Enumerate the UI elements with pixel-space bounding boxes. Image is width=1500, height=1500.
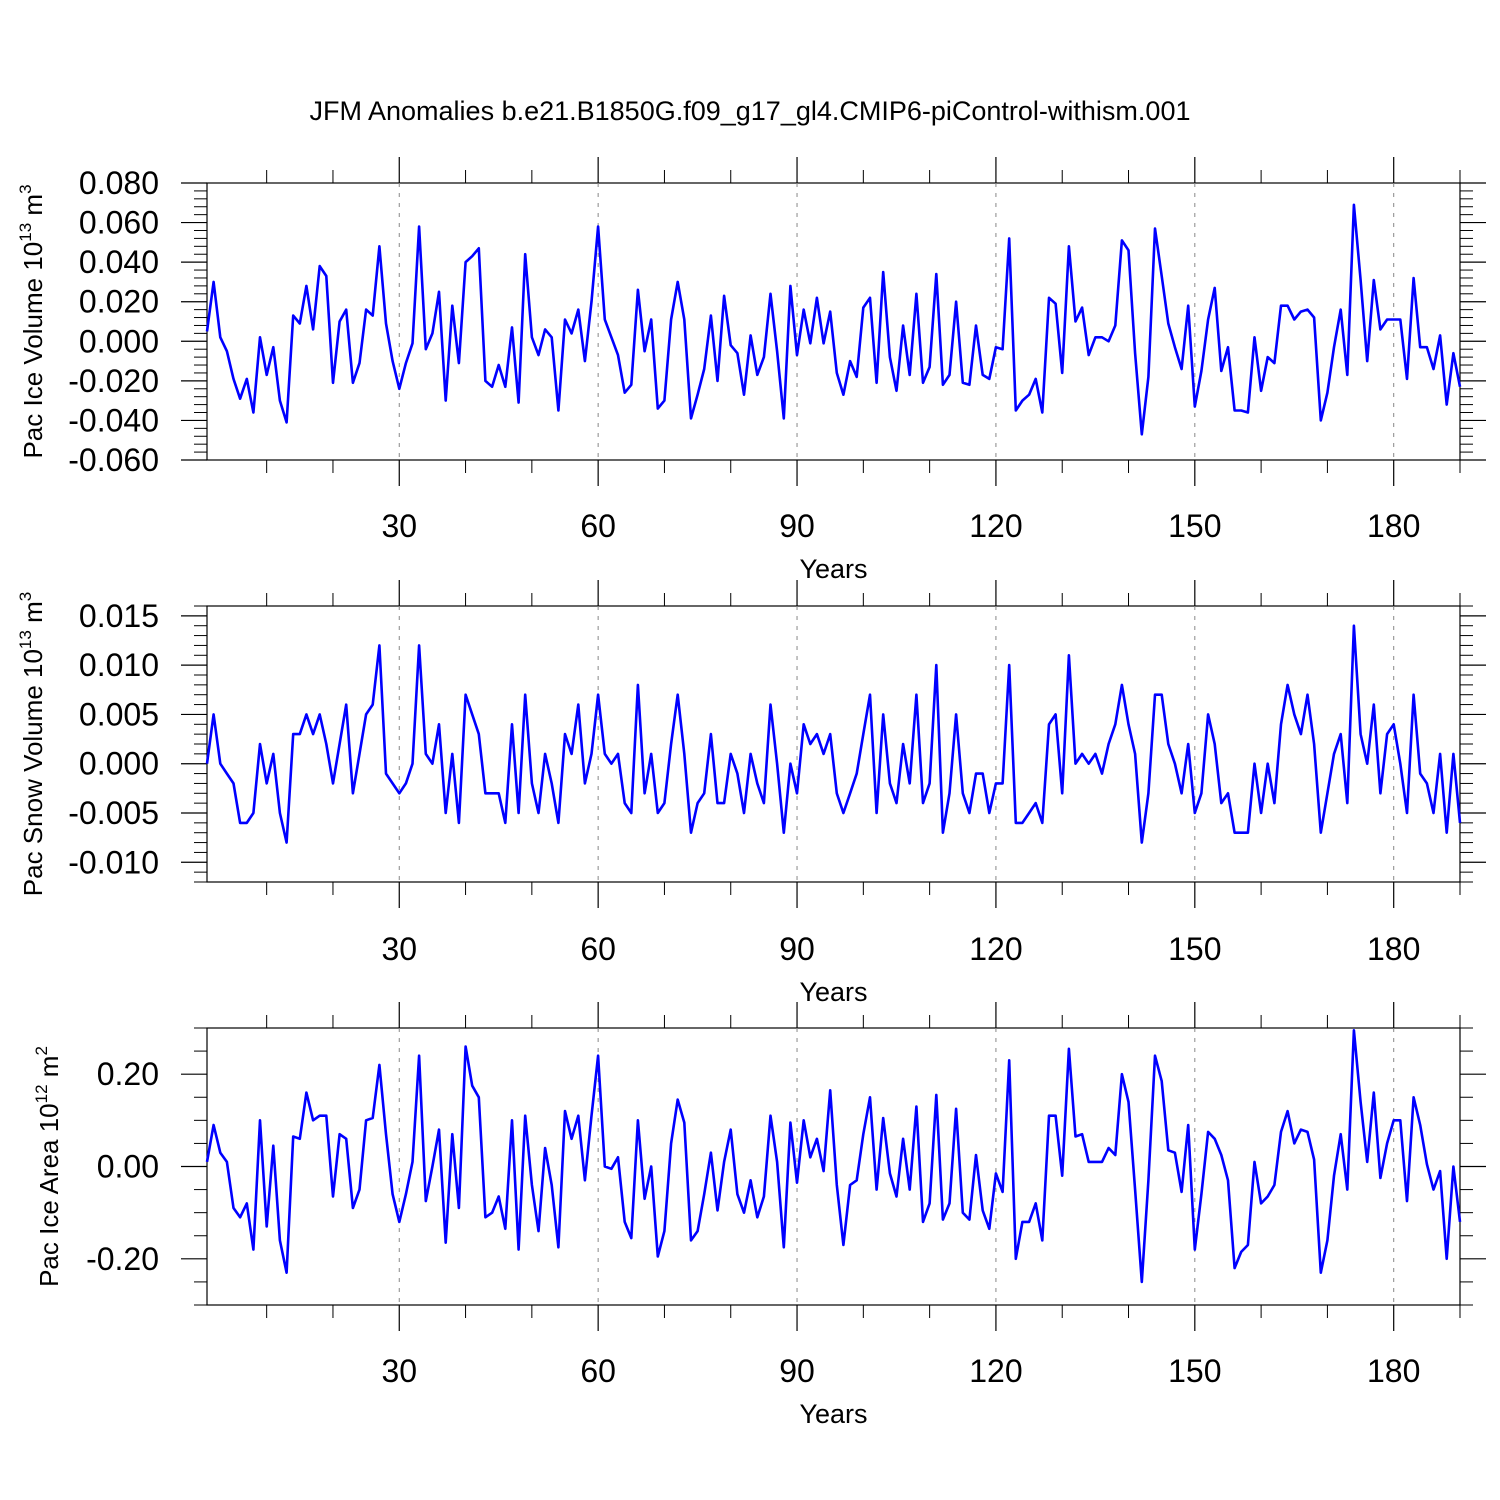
y-tick-label: 0.015 <box>79 598 159 634</box>
chart-title: JFM Anomalies b.e21.B1850G.f09_g17_gl4.C… <box>310 96 1191 126</box>
x-tick-label: 60 <box>580 508 616 544</box>
y-axis-label: Pac Ice Area 1012 m2 <box>32 1046 64 1287</box>
y-label-exponent: 13 <box>16 223 35 242</box>
y-tick-label: -0.005 <box>68 795 159 831</box>
series-line <box>205 624 1462 844</box>
x-tick-label: 150 <box>1168 931 1221 967</box>
x-tick-label: 90 <box>779 1353 815 1389</box>
y-tick-label: 0.040 <box>79 244 159 280</box>
y-label-unit-exponent: 3 <box>16 184 35 193</box>
x-tick-label: 60 <box>580 931 616 967</box>
y-tick-label: -0.20 <box>86 1241 159 1277</box>
panel-snow-volume: 30 60 90 120 150 180 -0.010 -0.005 0.000 0.005 0.0… <box>16 580 1486 1007</box>
y-label-text: Pac Ice Area 10 <box>34 1103 64 1287</box>
x-axis-label: Years <box>799 977 867 1007</box>
x-tick-label: 30 <box>381 931 417 967</box>
x-tick-label: 90 <box>779 508 815 544</box>
y-label-unit: m <box>34 1056 64 1085</box>
x-tick-label: 150 <box>1168 1353 1221 1389</box>
y-tick-label: -0.010 <box>68 844 159 880</box>
y-label-unit: m <box>18 601 48 630</box>
y-tick-label: 0.010 <box>79 647 159 683</box>
x-tick-label: 120 <box>969 1353 1022 1389</box>
y-label-unit-exponent: 2 <box>32 1046 51 1055</box>
x-tick-label: 180 <box>1367 508 1420 544</box>
x-tick-label: 60 <box>580 1353 616 1389</box>
y-tick-label: 0.00 <box>97 1149 159 1185</box>
y-tick-label: 0.20 <box>97 1056 159 1092</box>
panel-ice-volume: 30 60 90 120 150 180-0.060-0.040-0.0200.0000.… <box>16 157 1486 584</box>
x-tick-label: 150 <box>1168 508 1221 544</box>
y-label-unit: m <box>18 194 48 223</box>
panel-ice-area: 30 60 90 120 150 180 -0.20 0.00 0.20 Years Pac Ice… <box>32 1002 1486 1429</box>
y-label-unit-exponent: 3 <box>16 592 35 601</box>
x-tick-label: 180 <box>1367 931 1420 967</box>
y-axis-label: Pac Snow Volume 1013 m3 <box>16 592 48 896</box>
y-label-exponent: 13 <box>16 630 35 649</box>
y-tick-label: -0.040 <box>68 402 159 438</box>
y-label-text: Pac Ice Volume 10 <box>18 242 48 459</box>
y-tick-label: 0.005 <box>79 696 159 732</box>
x-tick-label: 120 <box>969 508 1022 544</box>
x-axis-label: Years <box>799 1399 867 1429</box>
series-line <box>205 203 1462 436</box>
x-tick-label: 30 <box>381 1353 417 1389</box>
x-tick-label: 90 <box>779 931 815 967</box>
plot-frame <box>206 182 1461 461</box>
x-axis-label: Years <box>799 554 867 584</box>
y-label-text: Pac Snow Volume 10 <box>18 649 48 896</box>
y-tick-label: 0.080 <box>79 165 159 201</box>
y-tick-label: 0.060 <box>79 205 159 241</box>
y-tick-label: 0.000 <box>79 746 159 782</box>
plot-frame <box>206 605 1461 883</box>
y-label-exponent: 12 <box>32 1084 51 1103</box>
x-tick-label: 30 <box>381 508 417 544</box>
y-tick-label: 0.020 <box>79 284 159 320</box>
y-tick-label: 0.000 <box>79 323 159 359</box>
x-tick-label: 180 <box>1367 1353 1420 1389</box>
series-line <box>205 1029 1462 1284</box>
y-tick-label: -0.020 <box>68 363 159 399</box>
y-axis-label: Pac Ice Volume 1013 m3 <box>16 184 48 458</box>
y-tick-label: -0.060 <box>68 442 159 478</box>
x-tick-label: 120 <box>969 931 1022 967</box>
plot-frame <box>206 1027 1461 1306</box>
